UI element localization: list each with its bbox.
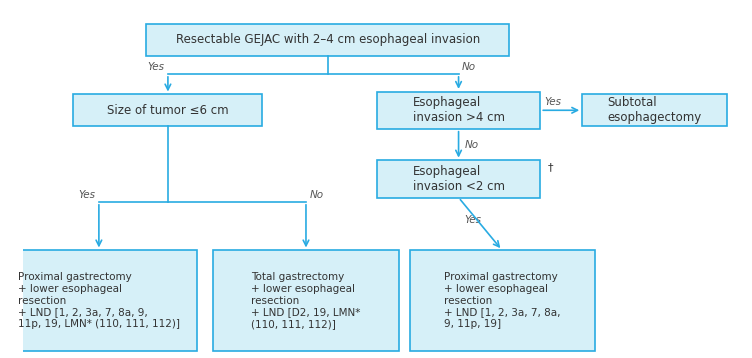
Text: Size of tumor ≤6 cm: Size of tumor ≤6 cm <box>107 104 229 117</box>
Text: No: No <box>310 190 323 200</box>
FancyBboxPatch shape <box>214 250 399 351</box>
FancyBboxPatch shape <box>146 24 509 55</box>
Text: Proximal gastrectomy
+ lower esophageal
resection
+ LND [1, 2, 3a, 7, 8a, 9,
11p: Proximal gastrectomy + lower esophageal … <box>18 272 180 329</box>
FancyBboxPatch shape <box>410 250 595 351</box>
FancyBboxPatch shape <box>582 95 727 126</box>
FancyBboxPatch shape <box>74 95 262 126</box>
Text: Esophageal
invasion >4 cm: Esophageal invasion >4 cm <box>413 96 505 124</box>
Text: Esophageal
invasion <2 cm: Esophageal invasion <2 cm <box>413 165 505 193</box>
Text: Yes: Yes <box>147 62 164 72</box>
FancyBboxPatch shape <box>377 160 541 198</box>
Text: Yes: Yes <box>78 190 96 200</box>
FancyBboxPatch shape <box>377 92 541 129</box>
Text: Subtotal
esophagectomy: Subtotal esophagectomy <box>608 96 702 124</box>
FancyBboxPatch shape <box>1 250 197 351</box>
Text: Yes: Yes <box>465 216 481 226</box>
Text: †: † <box>547 162 553 172</box>
Text: Yes: Yes <box>544 97 561 107</box>
Text: No: No <box>462 62 476 72</box>
Text: Proximal gastrectomy
+ lower esophageal
resection
+ LND [1, 2, 3a, 7, 8a,
9, 11p: Proximal gastrectomy + lower esophageal … <box>444 272 560 329</box>
Text: Resectable GEJAC with 2–4 cm esophageal invasion: Resectable GEJAC with 2–4 cm esophageal … <box>176 33 480 46</box>
Text: Total gastrectomy
+ lower esophageal
resection
+ LND [D2, 19, LMN*
(110, 111, 11: Total gastrectomy + lower esophageal res… <box>251 272 361 329</box>
Text: No: No <box>465 140 478 150</box>
